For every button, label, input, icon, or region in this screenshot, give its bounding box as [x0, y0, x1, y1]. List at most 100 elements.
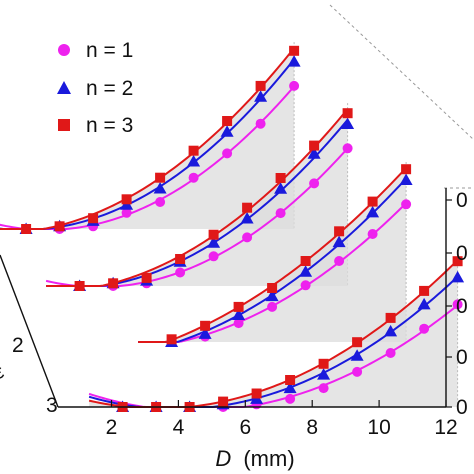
data-point — [233, 318, 244, 329]
data-point — [334, 256, 345, 266]
data-point — [265, 289, 279, 302]
legend-marker — [58, 119, 70, 131]
data-point — [188, 172, 199, 183]
data-point — [419, 323, 430, 334]
data-point — [242, 232, 253, 243]
data-point — [207, 236, 221, 248]
data-point — [452, 256, 463, 267]
data-point — [88, 213, 99, 224]
x-tick-label: 6 — [239, 416, 251, 439]
data-point — [299, 265, 313, 277]
data-point — [155, 172, 166, 183]
y-tick-label: 3 — [46, 394, 58, 417]
data-point — [352, 337, 363, 348]
data-point — [417, 297, 431, 310]
data-point — [300, 256, 311, 266]
z-tick-label: 0 — [456, 189, 468, 212]
x-ticks: 2 4 6 8 10 12 — [106, 400, 458, 439]
data-point — [332, 235, 346, 248]
fit-curve — [0, 47, 295, 230]
data-point — [341, 117, 355, 129]
legend: n = 1 n = 2 n = 3 — [57, 39, 133, 137]
data-point — [232, 308, 246, 320]
legend-label: n = 2 — [86, 77, 133, 100]
data-point — [121, 194, 132, 205]
data-point — [384, 324, 398, 337]
x-axis-unit: (mm) — [243, 446, 294, 471]
data-point — [222, 116, 233, 126]
axes — [0, 188, 447, 408]
data-point — [385, 312, 396, 323]
z-tick-label: 0 — [456, 295, 468, 318]
data-point — [175, 267, 186, 278]
legend-marker — [58, 44, 70, 56]
data-point — [166, 334, 177, 345]
data-point — [74, 281, 85, 291]
data-point — [342, 108, 353, 119]
fit-curve — [46, 108, 349, 287]
data-point — [175, 254, 186, 264]
data-point — [208, 229, 219, 240]
back-wall-edge — [329, 4, 474, 141]
data-point — [366, 205, 380, 218]
data-point — [255, 80, 266, 91]
data-point — [350, 349, 364, 361]
back-wall — [329, 4, 474, 189]
data-point — [285, 393, 296, 404]
data-point — [452, 299, 463, 310]
x-tick-label: 2 — [106, 416, 118, 439]
z-tick-label: 0 — [456, 346, 468, 369]
data-point — [318, 383, 329, 394]
slice-panel — [138, 167, 407, 342]
data-point — [287, 55, 301, 67]
data-point — [141, 272, 152, 283]
data-point — [242, 202, 253, 213]
data-point — [21, 224, 32, 234]
y-ticks: 2 3 ε — [0, 334, 58, 417]
data-point — [317, 368, 331, 380]
data-point — [419, 285, 430, 296]
data-point — [108, 278, 119, 289]
data-point — [275, 208, 286, 219]
x-tick-label: 4 — [173, 416, 185, 439]
data-point — [274, 182, 288, 194]
data-point — [220, 125, 234, 137]
data-point — [275, 173, 286, 183]
data-point — [267, 301, 278, 312]
data-point — [307, 147, 321, 159]
data-point — [385, 348, 396, 358]
data-point — [188, 145, 199, 156]
data-point — [309, 140, 320, 151]
data-point — [300, 280, 311, 291]
x-tick-label: 12 — [434, 416, 457, 439]
data-point — [399, 173, 413, 185]
z-tick-label: 0 — [456, 396, 468, 419]
data-point — [240, 212, 254, 224]
data-point — [289, 45, 300, 56]
legend-label: n = 1 — [86, 39, 133, 62]
slice-panel — [89, 260, 458, 407]
data-point — [208, 251, 219, 262]
z-ticks: 0 0 0 0 0 — [446, 189, 468, 419]
data-point — [200, 320, 211, 331]
data-point — [289, 80, 300, 91]
data-point — [451, 270, 465, 283]
y-tick-label: 2 — [12, 334, 24, 357]
data-point — [251, 388, 262, 399]
data-point — [153, 182, 167, 194]
data-point — [254, 90, 268, 102]
x-tick-label: 8 — [306, 416, 318, 439]
data-point — [309, 178, 320, 189]
legend-marker — [57, 81, 71, 94]
slice-panel — [46, 109, 348, 287]
data-point — [367, 196, 378, 207]
data-point — [121, 207, 132, 218]
data-point — [334, 226, 345, 237]
data-point — [155, 197, 166, 207]
data-point — [283, 381, 297, 394]
data-point — [198, 327, 212, 339]
data-point — [267, 283, 278, 293]
data-point — [401, 164, 412, 175]
